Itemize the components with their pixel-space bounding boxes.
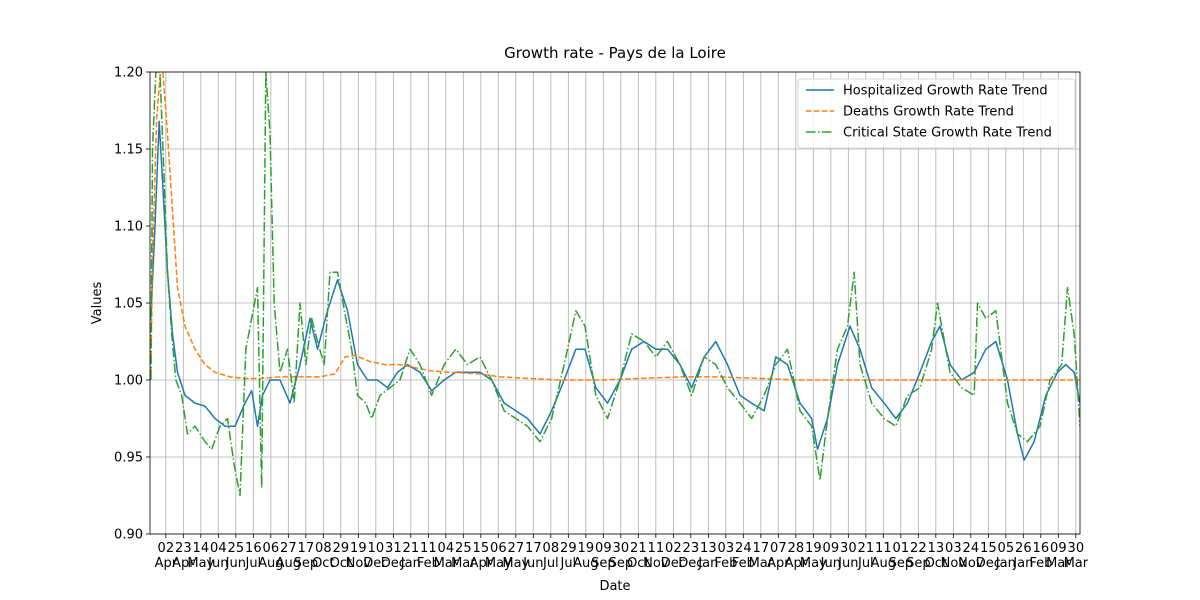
x-tick-label: 16 Feb [1029, 541, 1053, 571]
x-tick-label: 03 Feb [714, 541, 738, 571]
y-tick-label: 1.00 [114, 374, 143, 389]
x-tick-label: 16 Jul [245, 541, 262, 571]
x-tick-label: 25 Mar [451, 541, 476, 571]
x-tick-label: 30 Mar [1063, 541, 1089, 571]
x-tick-label: 08 Oct [312, 541, 335, 571]
x-tick-label: 13 Oct [924, 541, 948, 571]
plot-frame [149, 71, 1081, 535]
x-tick-label: 24 Nov [958, 541, 984, 571]
legend-label: Deaths Growth Rate Trend [843, 105, 1014, 120]
x-tick-label: 11 Aug [870, 541, 897, 571]
x-tick-label: 14 May [187, 541, 215, 571]
legend-label: Hospitalized Growth Rate Trend [843, 84, 1048, 99]
x-tick-label: 28 Apr [784, 541, 808, 571]
data-line [150, 120, 1080, 461]
x-tick-label: 06 Aug [258, 541, 284, 571]
y-tick-label: 1.05 [114, 297, 143, 312]
x-tick-label: 05 Jan [995, 541, 1016, 571]
x-tick-label: 11 Feb [416, 541, 440, 571]
x-tick-label: 26 Jan [1013, 541, 1034, 571]
x-axis-label: Date [599, 579, 630, 594]
x-tick-label: 04 Jun [208, 541, 229, 571]
x-tick-label: 13 Jan [698, 541, 719, 571]
y-axis-label: Values [90, 282, 105, 325]
x-tick-label: 15 Dec [975, 541, 1001, 571]
x-tick-label: 19 Nov [345, 541, 372, 571]
x-tick-label: 22 Sep [906, 541, 931, 571]
x-tick-label: 30 Sep [608, 541, 634, 571]
x-tick-label: 23 Dec [678, 541, 704, 571]
x-tick-label: 01 Sep [888, 541, 914, 571]
x-tick-label: 17 Jun [523, 541, 544, 571]
x-tick-label: 11 Nov [643, 541, 669, 571]
x-tick-label: 27 Aug [275, 541, 302, 571]
x-tick-label: 31 Dec [380, 541, 406, 571]
y-tick-label: 1.20 [114, 66, 143, 81]
x-tick-label: 29 Oct [329, 541, 353, 571]
legend-box [797, 78, 1076, 149]
x-tick-label: 19 Aug [573, 541, 599, 571]
x-tick-label: 23 Apr [172, 541, 195, 571]
x-tick-label: 02 Apr [154, 541, 178, 571]
data-line [150, 72, 1080, 381]
x-tick-label: 09 Mar [1046, 541, 1071, 571]
x-tick-label: 21 Jul [857, 541, 875, 571]
chart-title: Growth rate - Pays de la Loire [504, 44, 726, 62]
legend-label: Critical State Growth Rate Trend [843, 126, 1052, 141]
x-tick-label: 15 Apr [469, 541, 493, 571]
x-tick-label: 21 Jan [400, 541, 421, 571]
x-tick-label: 06 May [484, 541, 512, 571]
x-tick-label: 09 Sep [591, 541, 616, 571]
x-tick-label: 04 Mar [433, 541, 459, 571]
x-tick-label: 17 Sep [293, 541, 319, 571]
y-tick-label: 1.10 [114, 220, 143, 235]
x-tick-label: 17 Mar [748, 541, 774, 571]
y-tick-label: 1.15 [114, 143, 143, 158]
x-tick-label: 07 Apr [767, 541, 790, 571]
x-tick-label: 19 May [799, 541, 827, 571]
y-tick-label: 0.90 [114, 528, 143, 543]
x-tick-label: 29 Jul [560, 541, 577, 571]
x-tick-label: 10 Dec [363, 541, 389, 571]
x-tick-label: 30 Jun [838, 541, 859, 571]
x-tick-label: 27 May [502, 541, 530, 571]
x-tick-label: 24 Feb [731, 541, 755, 571]
y-tick-label: 0.95 [114, 451, 143, 466]
x-tick-label: 03 Nov [940, 541, 967, 571]
x-tick-label: 21 Oct [627, 541, 650, 571]
x-tick-label: 02 Dec [660, 541, 686, 571]
x-tick-label: 08 Jul [542, 541, 560, 571]
x-tick-label: 25 Jun [225, 541, 246, 571]
x-tick-label: 09 Jun [820, 541, 841, 571]
data-line [150, 72, 1080, 497]
